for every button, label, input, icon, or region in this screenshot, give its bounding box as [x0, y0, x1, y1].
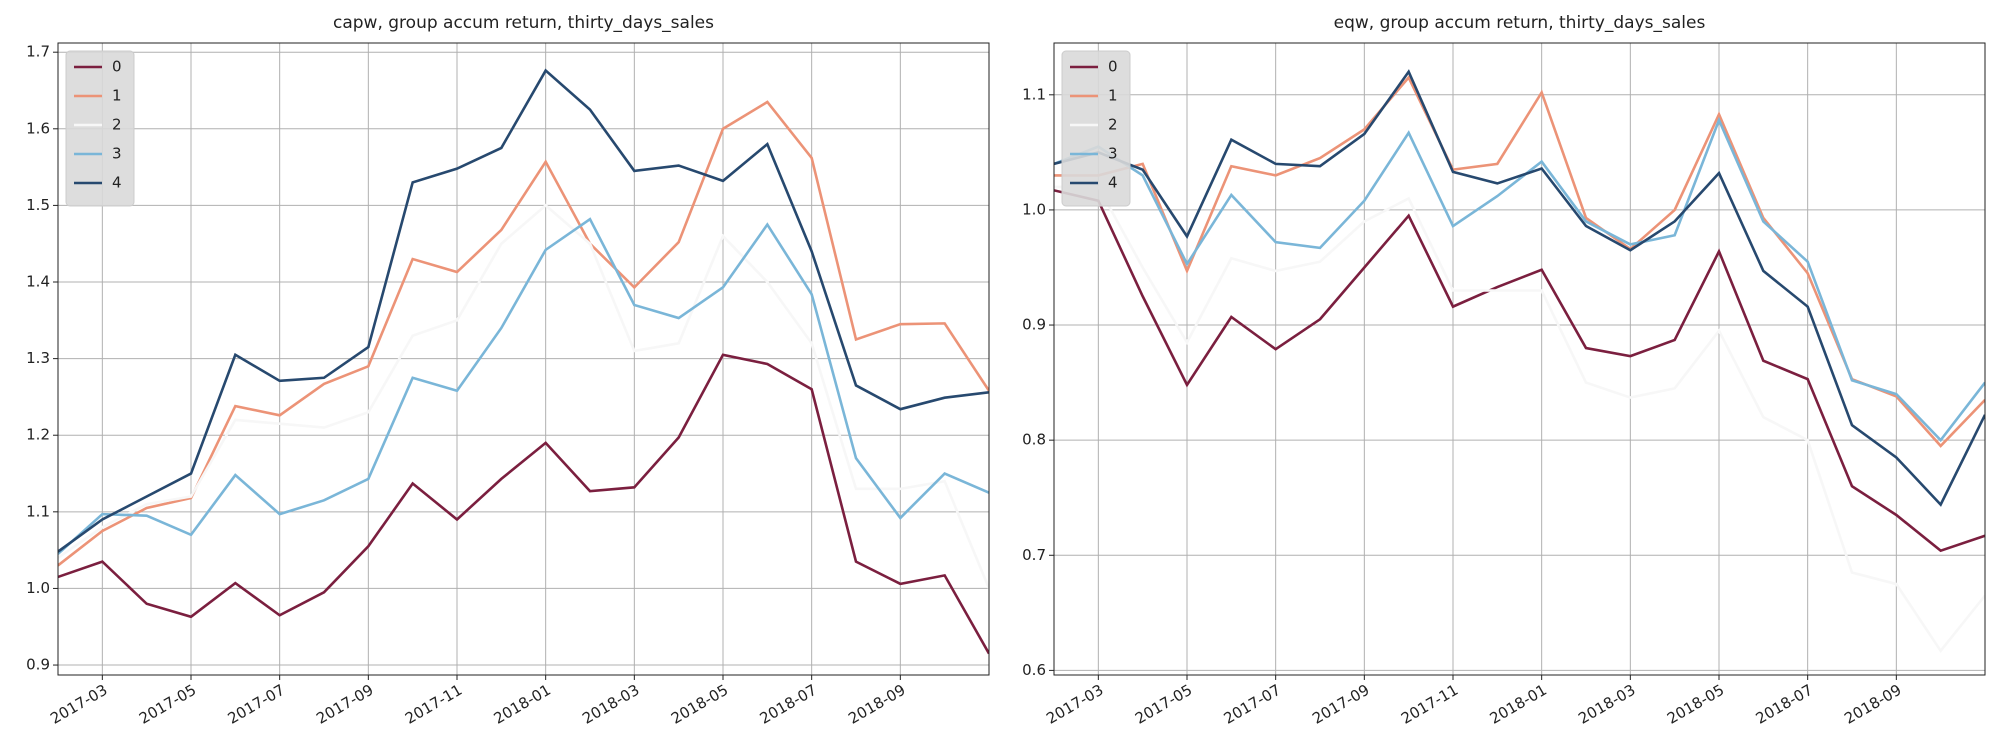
- series-line: [58, 203, 989, 589]
- legend-label: 3: [112, 145, 122, 163]
- x-tick-label: 2017-11: [1398, 681, 1461, 728]
- legend-label: 0: [1108, 58, 1118, 76]
- chart-title: eqw, group accum return, thirty_days_sal…: [1334, 13, 1706, 33]
- plot-area: [1054, 43, 1985, 675]
- x-tick-label: 2017-09: [313, 681, 376, 728]
- legend-label: 1: [1108, 87, 1118, 105]
- x-tick-label: 2018-05: [668, 681, 731, 728]
- x-tick-label: 2018-03: [579, 681, 642, 728]
- y-tick-label: 1.0: [26, 579, 50, 597]
- legend-label: 2: [1108, 116, 1118, 134]
- y-tick-label: 1.7: [26, 43, 50, 61]
- series-line: [58, 353, 989, 655]
- y-tick-label: 1.2: [26, 426, 50, 444]
- y-tick-label: 0.8: [1022, 431, 1046, 449]
- x-tick-label: 2017-03: [47, 681, 110, 728]
- y-tick-label: 1.1: [1022, 85, 1046, 103]
- y-tick-label: 1.6: [26, 119, 50, 137]
- x-tick-label: 2018-01: [491, 681, 554, 728]
- x-tick-label: 2017-07: [1221, 681, 1284, 728]
- chart-title: capw, group accum return, thirty_days_sa…: [333, 13, 714, 33]
- legend-box: [65, 50, 135, 207]
- x-tick-label: 2017-05: [136, 681, 199, 728]
- x-tick-label: 2017-09: [1309, 681, 1372, 728]
- legend-box: [1061, 50, 1131, 207]
- chart: capw, group accum return, thirty_days_sa…: [26, 13, 990, 728]
- y-tick-label: 1.4: [26, 273, 50, 291]
- x-tick-label: 2018-07: [757, 681, 820, 728]
- x-tick-label: 2018-09: [1841, 681, 1904, 728]
- series-line: [1054, 116, 1985, 443]
- series-line: [58, 100, 989, 567]
- series-line: [1054, 189, 1985, 553]
- y-tick-label: 0.9: [26, 656, 50, 674]
- y-tick-label: 1.3: [26, 349, 50, 367]
- y-tick-label: 0.6: [1022, 661, 1046, 679]
- series-line: [1054, 75, 1985, 448]
- x-tick-label: 2018-01: [1487, 681, 1550, 728]
- y-tick-label: 0.9: [1022, 316, 1046, 334]
- chart: eqw, group accum return, thirty_days_sal…: [1022, 13, 1986, 728]
- series-line: [58, 68, 989, 553]
- legend-label: 0: [112, 58, 122, 76]
- x-tick-label: 2017-11: [402, 681, 465, 728]
- y-tick-label: 1.5: [26, 196, 50, 214]
- series-line: [1054, 185, 1985, 654]
- x-tick-label: 2017-05: [1132, 681, 1195, 728]
- x-tick-label: 2018-05: [1664, 681, 1727, 728]
- legend-label: 4: [112, 174, 122, 192]
- plot-frame: [1053, 42, 1986, 676]
- x-tick-label: 2017-03: [1043, 681, 1106, 728]
- series-line: [58, 217, 989, 555]
- x-tick-label: 2018-09: [845, 681, 908, 728]
- series-line: [1054, 69, 1985, 507]
- x-tick-label: 2018-07: [1753, 681, 1816, 728]
- legend-label: 1: [112, 87, 122, 105]
- x-tick-label: 2018-03: [1575, 681, 1638, 728]
- legend-label: 3: [1108, 145, 1118, 163]
- legend-label: 2: [112, 116, 122, 134]
- plot-frame: [57, 42, 990, 676]
- legend-label: 4: [1108, 174, 1118, 192]
- x-tick-label: 2017-07: [225, 681, 288, 728]
- y-tick-label: 1.0: [1022, 200, 1046, 218]
- y-tick-label: 0.7: [1022, 546, 1046, 564]
- y-tick-label: 1.1: [26, 502, 50, 520]
